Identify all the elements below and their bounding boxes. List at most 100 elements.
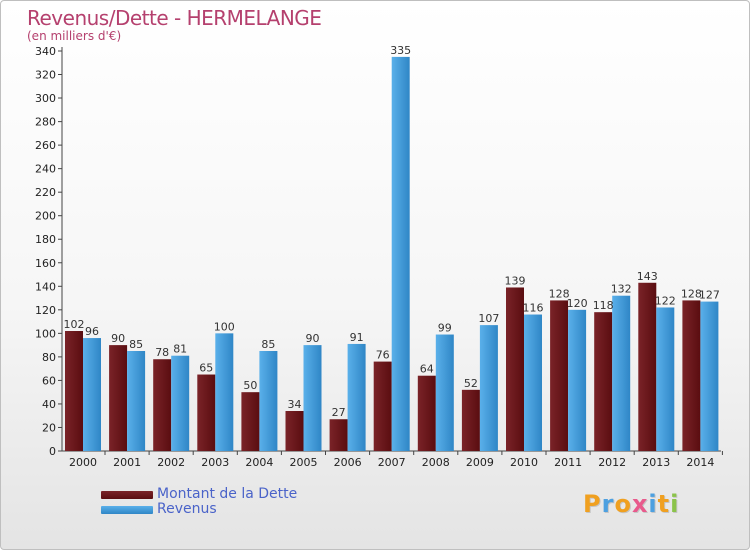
y-tick-label: 80 — [42, 351, 56, 364]
y-tick-label: 200 — [35, 210, 56, 223]
bar-revenus — [479, 325, 498, 451]
bar-revenus — [127, 351, 146, 451]
y-tick-label: 40 — [42, 398, 56, 411]
bar-dette — [197, 374, 216, 451]
y-tick-label: 220 — [35, 186, 56, 199]
bar-revenus — [83, 338, 101, 451]
x-tick-label: 2005 — [290, 456, 318, 469]
bar-revenus — [215, 333, 234, 451]
data-label-revenus: 127 — [699, 289, 720, 302]
bar-revenus — [612, 295, 631, 451]
bar-dette — [461, 389, 480, 451]
legend-label-dette: Montant de la Dette — [157, 486, 298, 502]
x-tick-label: 2006 — [334, 456, 362, 469]
y-tick-label: 300 — [35, 92, 56, 105]
chart-subtitle: (en milliers d'€) — [27, 29, 122, 43]
bar-revenus — [656, 307, 675, 451]
data-label-dette: 78 — [155, 346, 169, 359]
legend-label-revenus: Revenus — [157, 501, 217, 517]
data-label-revenus: 107 — [478, 312, 499, 325]
data-label-dette: 139 — [505, 274, 526, 287]
x-tick-label: 2000 — [69, 456, 97, 469]
data-label-revenus: 132 — [611, 283, 632, 296]
bar-revenus — [303, 345, 322, 451]
data-label-revenus: 120 — [567, 297, 588, 310]
data-label-dette: 27 — [332, 406, 346, 419]
data-label-revenus: 85 — [129, 338, 143, 351]
bar-revenus — [259, 351, 278, 451]
data-label-dette: 128 — [549, 287, 570, 300]
bar-dette — [241, 392, 260, 451]
y-tick-label: 340 — [35, 45, 56, 58]
data-label-dette: 118 — [593, 299, 614, 312]
data-label-dette: 52 — [464, 377, 478, 390]
bar-dette — [329, 419, 348, 451]
data-label-revenus: 90 — [306, 332, 320, 345]
data-label-dette: 102 — [64, 318, 85, 331]
legend-swatch-dette — [101, 491, 153, 499]
y-tick-label: 0 — [49, 445, 56, 458]
bar-dette — [594, 312, 613, 451]
logo-letter: r — [601, 490, 615, 518]
data-label-dette: 128 — [681, 287, 702, 300]
x-tick-label: 2010 — [510, 456, 538, 469]
y-tick-label: 260 — [35, 139, 56, 152]
logo-letter: t — [657, 490, 671, 518]
logo-letter: x — [631, 490, 649, 518]
bar-revenus — [568, 309, 587, 451]
bar-dette — [550, 300, 569, 451]
x-tick-label: 2007 — [378, 456, 406, 469]
y-tick-label: 180 — [35, 233, 56, 246]
data-label-revenus: 122 — [655, 294, 676, 307]
data-label-revenus: 85 — [261, 338, 275, 351]
y-tick-label: 160 — [35, 257, 56, 270]
y-tick-label: 280 — [35, 116, 56, 129]
bar-dette — [153, 359, 172, 451]
bar-dette — [638, 282, 657, 451]
logo-letter: i — [670, 490, 680, 518]
bar-dette — [285, 411, 304, 451]
y-tick-label: 240 — [35, 163, 56, 176]
y-tick-label: 60 — [42, 374, 56, 387]
data-label-revenus: 91 — [350, 331, 364, 344]
data-label-dette: 65 — [199, 362, 213, 375]
bar-revenus — [347, 343, 366, 451]
x-tick-label: 2004 — [245, 456, 273, 469]
bar-revenus — [171, 355, 190, 451]
x-tick-label: 2011 — [554, 456, 582, 469]
data-label-revenus: 81 — [173, 343, 187, 356]
y-tick-label: 120 — [35, 304, 56, 317]
chart-axes: 0 20 40 60 80 100 120 140 160 180 200 220 240 260 280 3… — [35, 45, 723, 469]
bar-dette — [682, 300, 701, 451]
bar-revenus — [435, 334, 454, 451]
bar-dette — [109, 345, 128, 451]
bar-revenus — [524, 314, 542, 451]
data-label-revenus: 99 — [438, 322, 452, 335]
x-tick-label: 2013 — [642, 456, 670, 469]
data-label-dette: 76 — [376, 349, 390, 362]
x-tick-label: 2012 — [598, 456, 626, 469]
data-label-dette: 50 — [243, 379, 257, 392]
x-tick-label: 2008 — [422, 456, 450, 469]
data-label-dette: 34 — [288, 398, 302, 411]
y-tick-label: 320 — [35, 69, 56, 82]
data-label-revenus: 335 — [390, 44, 411, 57]
x-tick-label: 2009 — [466, 456, 494, 469]
bar-dette — [417, 375, 436, 451]
bar-dette — [506, 287, 524, 451]
data-label-revenus: 116 — [523, 302, 544, 315]
proxiti-logo: Proxiti — [583, 490, 679, 518]
logo-letter: o — [614, 490, 632, 518]
chart-bars — [65, 56, 719, 451]
logo-letter: i — [648, 490, 658, 518]
x-tick-label: 2003 — [201, 456, 229, 469]
logo-letter: P — [583, 490, 602, 518]
bar-dette — [373, 361, 392, 451]
x-tick-label: 2001 — [113, 456, 141, 469]
y-tick-label: 100 — [35, 327, 56, 340]
bar-revenus — [391, 56, 410, 451]
data-label-dette: 143 — [637, 270, 658, 283]
chart-title: Revenus/Dette - HERMELANGE — [27, 6, 322, 30]
